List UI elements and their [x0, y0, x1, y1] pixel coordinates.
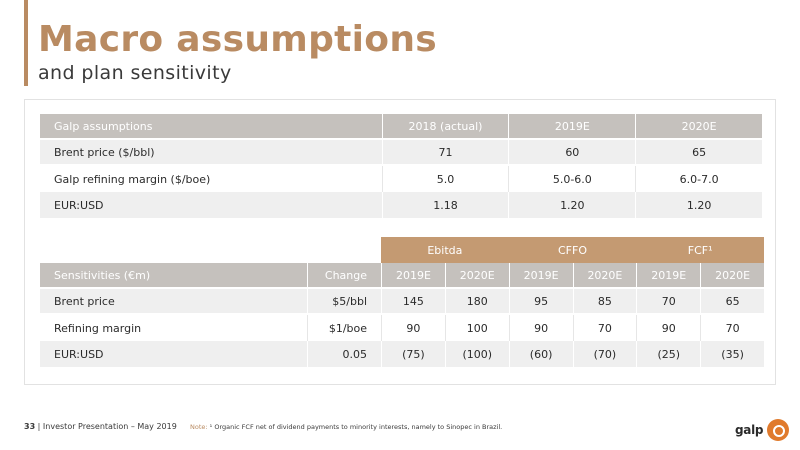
sensitivities-header-year: 2020E: [444, 263, 509, 289]
sensitivities-header-year: 2019E: [636, 263, 701, 289]
group-header-ebitda: Ebitda: [381, 237, 509, 263]
table-row: Refining margin $1/boe 90 100 90 70 90 7…: [40, 315, 764, 341]
sensitivities-header-year: 2020E: [572, 263, 637, 289]
cell-value: 70: [636, 289, 701, 315]
row-label: Galp refining margin ($/boe): [40, 166, 382, 192]
assumptions-header-2018: 2018 (actual): [381, 114, 509, 140]
sensitivities-header-year: 2020E: [700, 263, 764, 289]
footnote: Note: ¹ Organic FCF net of dividend paym…: [190, 423, 502, 431]
cell-value: 6.0-7.0: [635, 166, 762, 192]
footer: 33 | Investor Presentation – May 2019: [24, 422, 177, 431]
cell-change: $1/boe: [307, 315, 382, 341]
table-row: EUR:USD 0.05 (75) (100) (60) (70) (25) (…: [40, 341, 764, 367]
group-header-cffo: CFFO: [508, 237, 637, 263]
cell-value: 5.0-6.0: [508, 166, 636, 192]
sensitivities-group-row: Ebitda CFFO FCF¹: [40, 237, 764, 263]
cell-value: 100: [444, 315, 509, 341]
page-title: Macro assumptions: [38, 19, 437, 60]
row-label: Brent price ($/bbl): [40, 140, 382, 166]
content-panel: [24, 99, 776, 385]
assumptions-header-label: Galp assumptions: [40, 114, 382, 140]
galp-logo-icon: [767, 419, 790, 441]
sensitivities-header-label: Sensitivities (€m): [40, 263, 308, 289]
cell-value: 90: [636, 315, 701, 341]
cell-value: 65: [635, 140, 762, 166]
cell-value: 90: [508, 315, 573, 341]
cell-value: 180: [444, 289, 509, 315]
cell-value: 60: [508, 140, 636, 166]
footnote-text: ¹ Organic FCF net of dividend payments t…: [209, 423, 503, 431]
row-label: Refining margin: [40, 315, 308, 341]
row-label: EUR:USD: [40, 192, 382, 218]
cell-value: 71: [381, 140, 509, 166]
table-row: Brent price $5/bbl 145 180 95 85 70 65: [40, 289, 764, 315]
cell-change: 0.05: [307, 341, 382, 367]
table-row: Brent price ($/bbl) 71 60 65: [40, 140, 762, 166]
table-row: EUR:USD 1.18 1.20 1.20: [40, 192, 762, 218]
cell-value: 5.0: [381, 166, 509, 192]
row-label: Brent price: [40, 289, 308, 315]
page-number: 33: [24, 422, 36, 431]
sensitivities-header-year: 2019E: [381, 263, 445, 289]
cell-value: 1.18: [381, 192, 509, 218]
cell-value: 85: [572, 289, 637, 315]
cell-value: 1.20: [635, 192, 762, 218]
footnote-label: Note:: [190, 423, 210, 431]
cell-value: 1.20: [508, 192, 636, 218]
cell-value: 95: [508, 289, 573, 315]
cell-value: (100): [444, 341, 509, 367]
assumptions-header-row: Galp assumptions 2018 (actual) 2019E 202…: [40, 114, 762, 140]
cell-change: $5/bbl: [307, 289, 382, 315]
group-header-fcf: FCF¹: [636, 237, 764, 263]
cell-value: (70): [572, 341, 637, 367]
cell-value: (25): [636, 341, 701, 367]
sensitivities-header-year: 2019E: [508, 263, 573, 289]
page-subtitle: and plan sensitivity: [38, 62, 232, 84]
galp-logo: galp: [735, 418, 790, 442]
cell-value: 90: [381, 315, 445, 341]
assumptions-table: Galp assumptions 2018 (actual) 2019E 202…: [40, 114, 762, 218]
sensitivities-header-change: Change: [307, 263, 382, 289]
row-label: EUR:USD: [40, 341, 308, 367]
cell-value: (60): [508, 341, 573, 367]
cell-value: 145: [381, 289, 445, 315]
cell-value: (75): [381, 341, 445, 367]
logo-text: galp: [735, 423, 764, 437]
sensitivities-table: Ebitda CFFO FCF¹ Sensitivities (€m) Chan…: [40, 237, 764, 367]
cell-value: 70: [572, 315, 637, 341]
sensitivities-header-row: Sensitivities (€m) Change 2019E 2020E 20…: [40, 263, 764, 289]
assumptions-header-2019: 2019E: [508, 114, 636, 140]
footer-text: | Investor Presentation – May 2019: [35, 422, 177, 431]
cell-value: 65: [700, 289, 764, 315]
cell-value: (35): [700, 341, 764, 367]
assumptions-header-2020: 2020E: [635, 114, 762, 140]
cell-value: 70: [700, 315, 764, 341]
title-accent-bar: [24, 0, 28, 86]
table-row: Galp refining margin ($/boe) 5.0 5.0-6.0…: [40, 166, 762, 192]
